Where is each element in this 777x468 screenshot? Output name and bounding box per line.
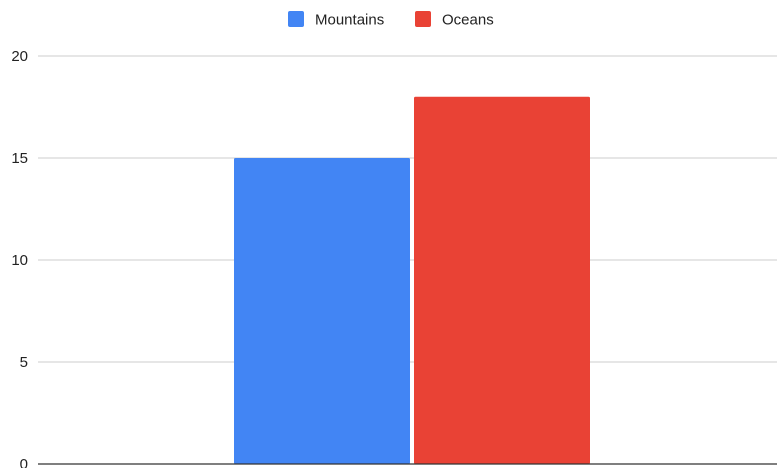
bar-oceans xyxy=(414,96,590,465)
legend-label-mountains: Mountains xyxy=(315,12,384,29)
y-axis-ticks: 0 5 10 15 20 xyxy=(11,48,28,468)
bar-mountains xyxy=(234,158,410,464)
y-tick-label: 10 xyxy=(11,252,28,269)
y-tick-label: 20 xyxy=(11,48,28,65)
legend: Mountains Oceans xyxy=(288,11,494,29)
legend-label-oceans: Oceans xyxy=(442,12,494,29)
y-tick-label: 5 xyxy=(20,354,28,371)
legend-swatch-mountains xyxy=(288,11,304,27)
y-tick-label: 0 xyxy=(20,456,28,468)
bars xyxy=(234,96,590,465)
y-tick-label: 15 xyxy=(11,150,28,167)
legend-swatch-oceans xyxy=(415,11,431,27)
